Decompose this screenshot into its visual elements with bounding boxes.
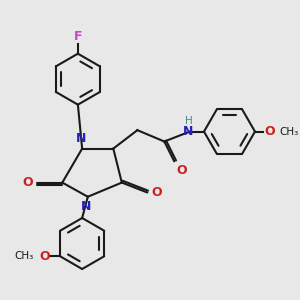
- Text: CH₃: CH₃: [279, 127, 298, 136]
- Text: O: O: [22, 176, 33, 189]
- Text: H: H: [184, 116, 192, 127]
- Text: O: O: [176, 164, 187, 177]
- Text: F: F: [74, 30, 82, 43]
- Text: CH₃: CH₃: [14, 251, 33, 261]
- Text: O: O: [39, 250, 50, 263]
- Text: N: N: [76, 132, 86, 145]
- Text: O: O: [264, 125, 275, 138]
- Text: N: N: [81, 200, 92, 213]
- Text: N: N: [183, 125, 194, 138]
- Text: O: O: [152, 186, 162, 199]
